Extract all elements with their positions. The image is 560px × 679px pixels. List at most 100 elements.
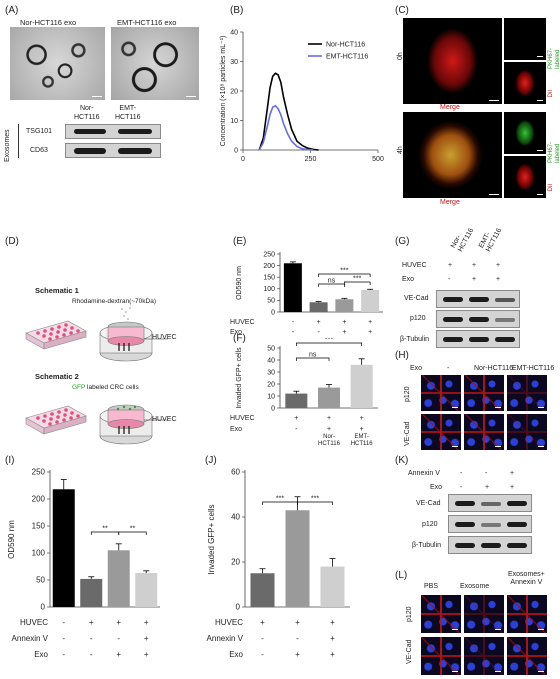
- panel-label-h: (H): [395, 350, 409, 361]
- transwell-2: [99, 404, 168, 445]
- blot-band: [74, 148, 106, 154]
- condition-value: +: [116, 650, 121, 659]
- condition-value: +: [330, 634, 335, 643]
- k-row-p120: p120: [422, 521, 438, 528]
- panel-label-f: (F): [233, 333, 246, 344]
- micro-c-4h-dii: [504, 156, 546, 198]
- condition-value: +: [116, 618, 121, 627]
- condition-value: +: [294, 415, 298, 422]
- y-tick-label: 40: [231, 512, 240, 521]
- k-cond-val: -: [460, 470, 463, 477]
- significance-label: **: [130, 526, 136, 533]
- g-col-emt: EMT- HCT116: [478, 227, 504, 254]
- condition-value: +: [144, 650, 149, 659]
- blot-band: [455, 522, 475, 527]
- y-tick-label: 50: [36, 575, 45, 584]
- blot-band: [443, 337, 463, 342]
- blot-a-group-label: Exosomes: [4, 129, 11, 162]
- condition-value: -: [117, 634, 120, 643]
- condition-value: +: [144, 618, 149, 627]
- k-tubulin-strip: [448, 536, 532, 554]
- condition-value: -: [62, 618, 65, 627]
- h-exo-label: Exo: [410, 365, 423, 372]
- significance-bracket: [318, 283, 345, 287]
- bar: [361, 289, 380, 312]
- c-merge-label-0h: Merge: [440, 104, 460, 111]
- k-cond-val: -: [460, 484, 463, 491]
- micro-c-0h-dii: [504, 62, 546, 104]
- panel-label-b: (B): [230, 5, 244, 16]
- bar: [285, 510, 310, 607]
- significance-label: ***: [325, 338, 333, 344]
- category-label: HCT116: [351, 441, 374, 447]
- significance-label: ***: [340, 268, 348, 275]
- h-col-0: -: [447, 365, 450, 372]
- bar: [107, 550, 130, 607]
- g-row-vecad: VE-Cad: [404, 295, 429, 302]
- condition-value: +: [317, 319, 321, 326]
- significance-label: ***: [353, 276, 361, 283]
- condition-value: +: [144, 634, 149, 643]
- em-image-nor: [10, 27, 105, 100]
- condition-label: Annexin V: [207, 634, 244, 643]
- y-tick-label: 0: [234, 148, 238, 155]
- g-cond-val: +: [472, 276, 477, 283]
- well-plate-2: [25, 405, 87, 435]
- y-tick-label: 20: [267, 381, 275, 388]
- y-tick-label: 0: [271, 405, 275, 412]
- significance-label: **: [102, 526, 108, 533]
- panel-label-e: (E): [233, 236, 247, 247]
- condition-value: -: [296, 634, 299, 643]
- y-axis-label: Invaded GFP+ cells: [236, 347, 243, 409]
- x-tick-label: 250: [305, 156, 317, 163]
- condition-value: -: [62, 650, 65, 659]
- k-row-vecad: VE-Cad: [416, 500, 441, 507]
- panel-label-i: (I): [5, 455, 15, 466]
- significance-bracket: [295, 342, 363, 346]
- y-axis-label: OD590 nm: [236, 266, 243, 300]
- condition-label: HUVEC: [230, 319, 255, 326]
- condition-value: +: [368, 329, 372, 336]
- condition-value: +: [330, 618, 335, 627]
- if-h-p120-ctrl: [420, 374, 462, 412]
- condition-value: +: [360, 426, 364, 433]
- blot-a-tsg101-strip: [65, 124, 161, 139]
- g-cond-val: +: [496, 276, 501, 283]
- bar: [309, 302, 328, 312]
- condition-label: HUVEC: [230, 415, 255, 422]
- if-l-vecad-annexin: [506, 636, 548, 676]
- g-col-nor: Nor- HCT116: [450, 227, 476, 254]
- y-tick-label: 200: [32, 494, 46, 503]
- y-tick-label: 50: [267, 345, 275, 352]
- g-cond-val: +: [496, 262, 501, 269]
- schematic-2-diagram: [25, 404, 168, 445]
- k-vecad-strip: [448, 494, 532, 512]
- blot-band: [443, 297, 463, 302]
- l-col-annexin: Exosomes+ Annexin V: [508, 571, 545, 586]
- condition-value: +: [260, 618, 265, 627]
- y-tick-label: 250: [263, 251, 275, 258]
- significance-bracket: [118, 531, 147, 535]
- panel-label-g: (G): [395, 236, 410, 247]
- panel-label-a: (A): [5, 5, 19, 16]
- blot-band: [481, 543, 501, 548]
- panel-label-j: (J): [205, 455, 217, 466]
- bar: [285, 393, 308, 408]
- transwell-1: [99, 307, 168, 362]
- condition-label: Annexin V: [12, 634, 49, 643]
- significance-label: ns: [328, 278, 336, 285]
- g-cond-val: -: [448, 276, 451, 283]
- blot-band: [118, 129, 152, 134]
- if-h-vecad-ctrl: [420, 413, 462, 451]
- g-tubulin-strip: [436, 330, 520, 348]
- k-p120-strip: [448, 515, 532, 533]
- schematic-1-diagram: [25, 307, 168, 362]
- bar: [283, 263, 302, 312]
- g-p120-strip: [436, 310, 520, 328]
- blot-band: [507, 522, 527, 527]
- if-l-p120-exo: [463, 594, 505, 634]
- micro-c-4h-pkh67: [504, 112, 546, 154]
- chart-i: 0 50 100 150 200 250 OD590 nm HUVEC - + + + Annexin …: [7, 467, 160, 659]
- h-col-1: Nor-HCT116: [474, 365, 514, 372]
